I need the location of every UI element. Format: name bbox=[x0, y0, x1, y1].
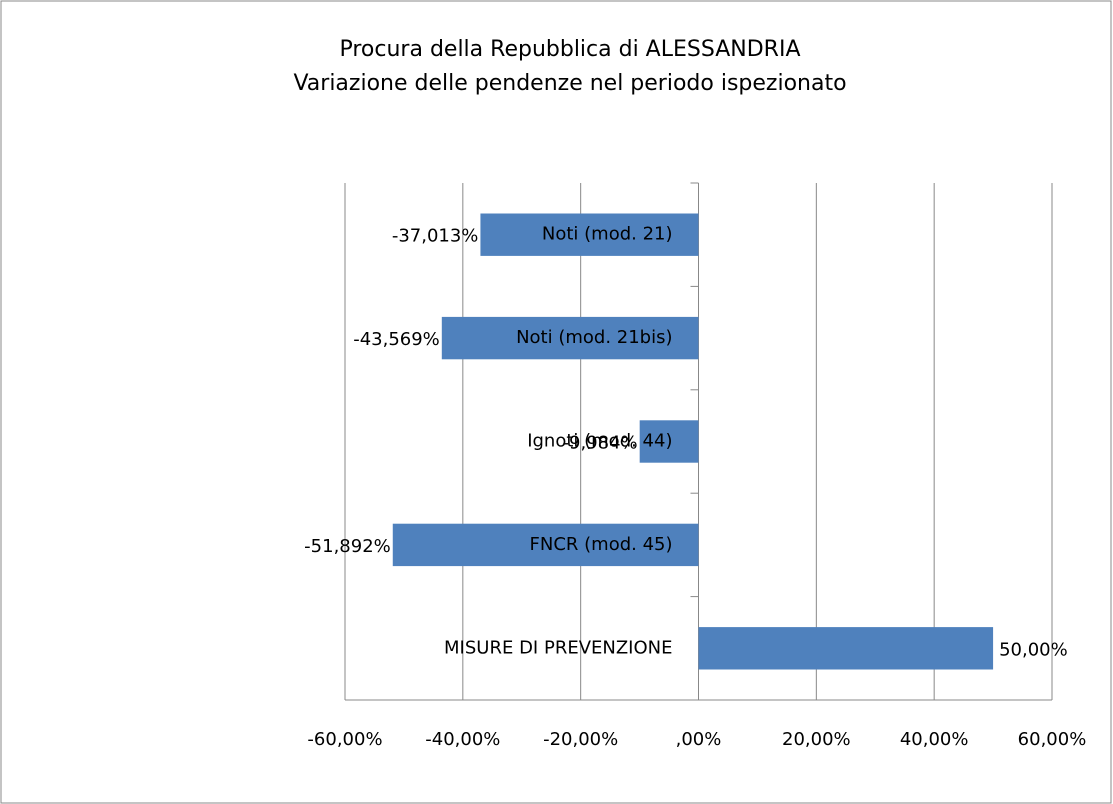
chart-title: Procura della Repubblica di ALESSANDRIA bbox=[339, 37, 800, 62]
x-tick-label: -40,00% bbox=[425, 729, 500, 750]
bar bbox=[392, 523, 699, 567]
x-tick-label: 20,00% bbox=[782, 729, 851, 750]
x-tick-label: -60,00% bbox=[307, 729, 382, 750]
x-tick-label: 40,00% bbox=[900, 729, 969, 750]
bar bbox=[480, 213, 699, 256]
chart-subtitle: Variazione delle pendenze nel periodo is… bbox=[293, 71, 846, 96]
bar bbox=[698, 627, 994, 670]
x-tick-label: -20,00% bbox=[543, 729, 618, 750]
data-label: 50,00% bbox=[999, 639, 1068, 660]
category-label: Noti (mod. 21bis) bbox=[516, 327, 672, 348]
x-tick-label: 60,00% bbox=[1018, 729, 1087, 750]
data-label: -51,892% bbox=[304, 536, 391, 557]
bar bbox=[639, 420, 699, 463]
category-label: Ignoti (mod. 44) bbox=[527, 431, 672, 452]
data-label: -9,984% bbox=[563, 433, 638, 454]
data-label: -37,013% bbox=[392, 226, 479, 247]
category-label: Noti (mod. 21) bbox=[542, 224, 673, 245]
bar bbox=[441, 316, 699, 360]
category-label: MISURE DI PREVENZIONE bbox=[444, 637, 672, 658]
data-label: -43,569% bbox=[353, 329, 440, 350]
x-tick-label: ,00% bbox=[676, 729, 722, 750]
category-label: FNCR (mod. 45) bbox=[530, 534, 673, 555]
